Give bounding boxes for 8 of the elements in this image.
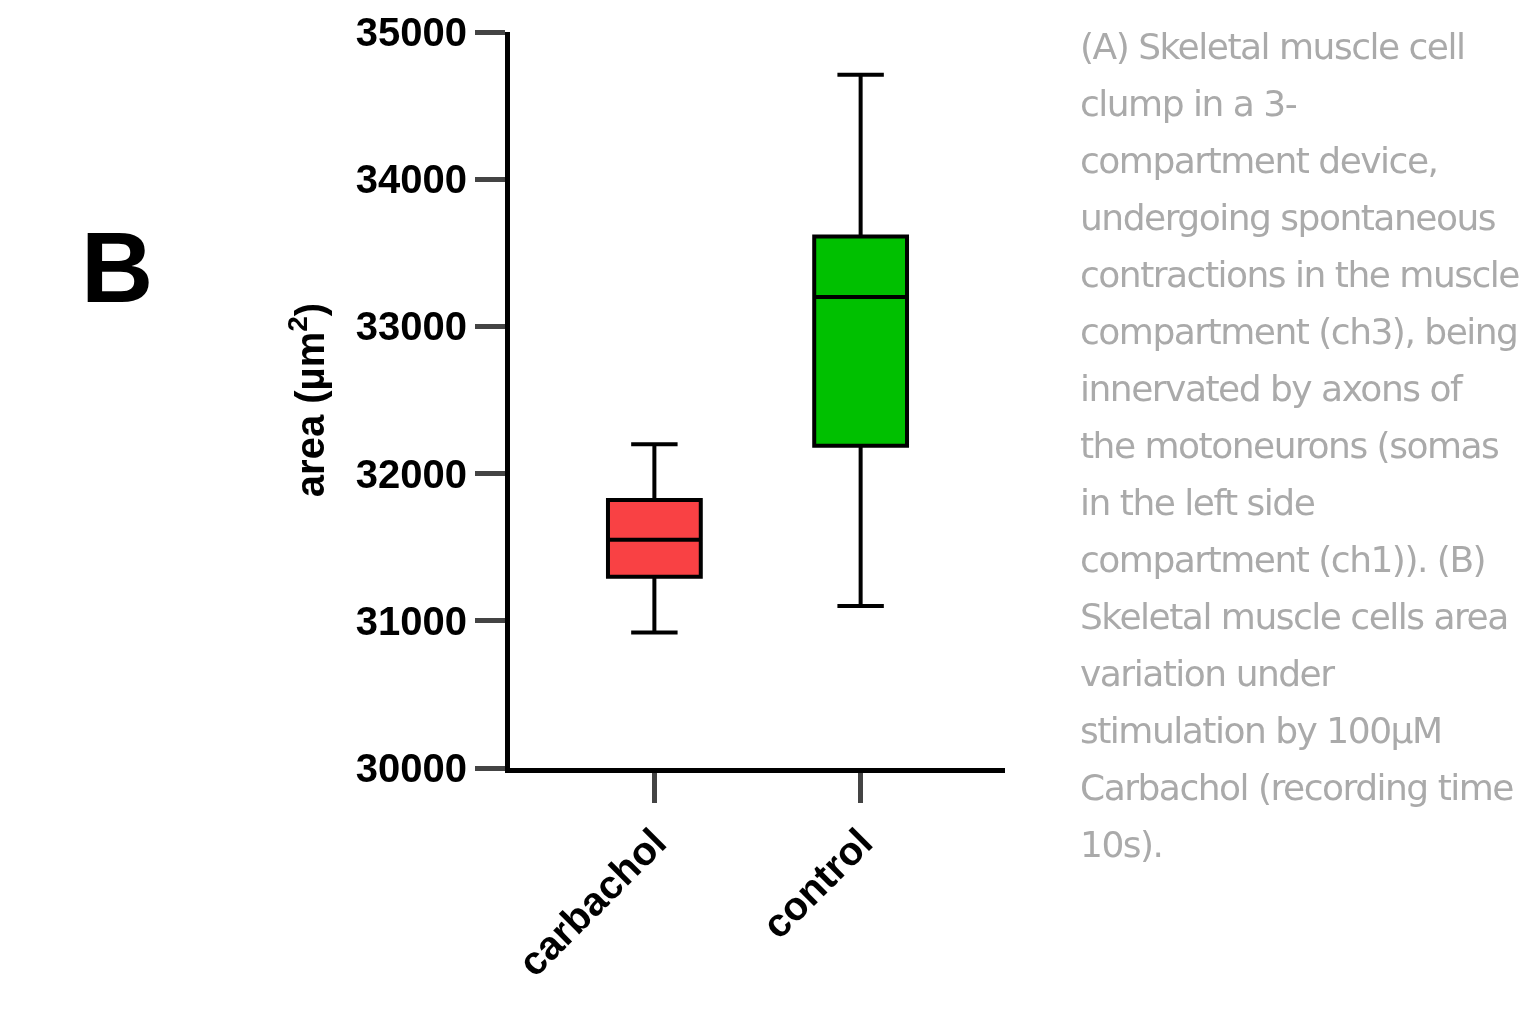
y-tick-label: 32000: [355, 451, 467, 496]
y-tick-label: 34000: [355, 157, 467, 202]
y-tick-label: 31000: [355, 598, 467, 643]
text: (A) Skeletal muscle cell clump in a 3-compartment device, undergoing spontaneous contractions in the muscle compartment (ch3), being innervated by axons of the motoneurons (somas in the left side compartment (ch1)). (B) Skeletal muscle cells area variation under stimulation by 100µM Carbachol (recording time 10s).: [1080, 26, 1519, 865]
y-tick-label: 30000: [355, 746, 467, 790]
y-tick-label: 33000: [355, 304, 467, 349]
y-tick-label: 35000: [355, 10, 467, 54]
text: B: [81, 211, 154, 323]
